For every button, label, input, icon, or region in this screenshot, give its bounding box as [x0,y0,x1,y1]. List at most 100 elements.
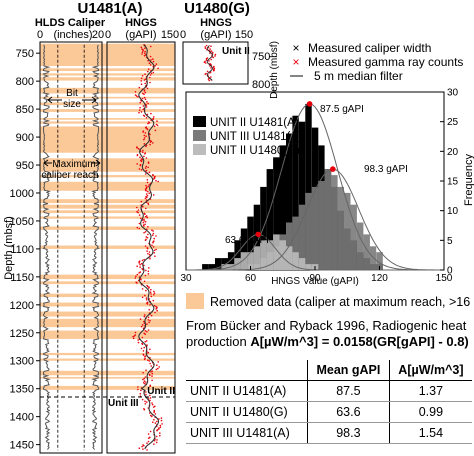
gamma-point [141,259,144,262]
unit-iii-label: Unit III [108,398,139,409]
hist-legend-unit2-u1481: UNIT II U1481(A) [210,117,299,129]
gamma-point [149,55,152,58]
gamma-point [145,401,148,403]
gamma-point [146,195,149,197]
inset-gamma-point [204,73,207,75]
hist-bar-series-2 [260,240,267,270]
gamma-point [145,289,147,292]
gamma-point [151,375,153,377]
table-cell: 63.6 [307,401,390,423]
hist-bar-series-0 [221,258,228,270]
bit-size-arrow [47,96,97,104]
gamma-point [151,403,154,406]
table-header-row: Mean gAPI A[µW/m^3] [186,360,472,381]
gamma-point [143,225,145,227]
depth-tick-label: 900 [16,132,34,144]
gamma-point [144,294,146,297]
gamma-point [147,359,149,362]
depth-tick-label: 750 [16,48,34,60]
gamma-point [140,77,143,80]
gamma-point [149,143,151,146]
gamma-point [142,149,144,152]
gamma-point [153,290,155,293]
gamma-point [140,83,143,85]
gamma-point [144,340,147,343]
gamma-point [149,45,152,48]
gamma-point [149,74,152,76]
hist-bar-series-1 [305,192,312,270]
gamma-point [152,194,155,196]
hist-y-tick-label: 5 [447,236,453,247]
gamma-point [144,47,146,49]
gamma-point [150,112,152,115]
caliper-units: (inches) [53,29,92,41]
gamma-point [146,128,149,131]
note-line2: production A[µW/m^3] = 0.0158(GR[gAPI] -… [186,334,472,350]
gamma-point [144,245,147,247]
gamma-point [147,226,149,228]
gamma-point [145,297,148,299]
gamma-point [146,87,149,90]
results-table: Mean gAPI A[µW/m^3] UNIT II U1481(A) 87.… [186,360,472,444]
gamma-point [153,443,155,445]
gamma-point [143,143,146,145]
hist-bar-series-0 [292,115,299,270]
gamma-point [144,215,147,218]
gamma-point [142,268,144,271]
gamma-point [144,231,147,233]
gamma-point [144,52,146,54]
inset-gamma-point [208,60,210,62]
gamma-point [152,142,154,144]
table-cell: 1.54 [389,422,472,444]
gamma-point [146,250,148,252]
hist-bar-series-0 [247,216,254,270]
gamma-point [143,54,146,57]
gamma-point [144,356,146,358]
gamma-point [138,168,141,170]
gamma-point [147,319,150,321]
gamma-point [149,81,151,84]
histogram-ylabel: Frequency [463,154,474,206]
inset-gamma-point [209,48,211,50]
gamma-point [142,372,144,374]
gamma-point [141,296,144,299]
gamma-point [142,92,144,95]
hist-bar-series-0 [215,258,222,270]
inset-gamma-point [210,67,212,69]
max-reach-label-line1: Maximum [52,159,95,170]
gamma-point [144,223,146,226]
gamma-point [138,111,140,114]
hist-bar-series-1 [376,252,383,270]
fit-curve-1 [186,168,444,271]
gamma-point [149,64,152,66]
gamma-point [152,241,154,244]
gamma-point [143,220,145,222]
caliper-curves [42,44,100,451]
gamma-point [150,72,153,75]
gamma-point [139,106,141,109]
gamma-point [151,379,153,382]
gamma-point [149,76,151,79]
depth-tick-label: 1150 [10,272,34,284]
gamma-point [143,280,146,283]
gamma-point [156,364,158,367]
gamma-point [148,360,151,362]
gamma-point [144,403,147,405]
legend-gamma-label: Measured gamma ray counts [308,55,463,69]
hist-bar-series-1 [363,234,370,270]
gamma-point [144,153,146,155]
gamma-point [154,405,156,408]
heat-production-note: From Bücker and Ryback 1996, Radiogenic … [186,318,472,350]
gamma-point [142,108,144,111]
table-header-mean: Mean gAPI [307,360,390,381]
gamma-point [144,54,147,56]
gamma-point [154,65,157,67]
hist-x-tick-label: 30 [180,273,192,284]
depth-tick-label: 1000 [10,188,34,200]
gamma-point [144,213,146,215]
gamma-point [153,418,155,421]
gamma-point [140,80,142,82]
hist-bar-series-0 [298,121,306,270]
gamma-point [144,400,146,403]
